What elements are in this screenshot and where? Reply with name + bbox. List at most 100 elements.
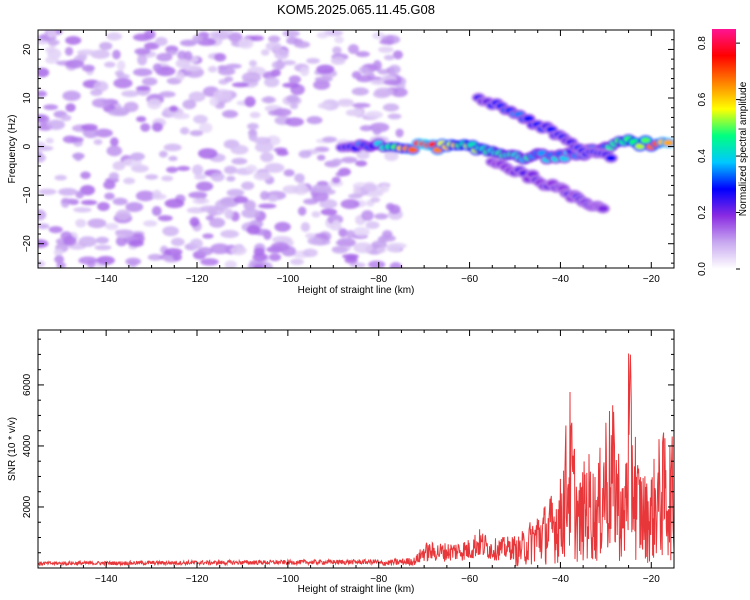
heatmap-noise-blob <box>182 99 197 110</box>
heatmap-noise-blob <box>249 111 261 119</box>
heatmap-noise-blob <box>207 65 218 73</box>
heatmap-noise-blob <box>317 102 332 109</box>
heatmap-noise-blob <box>307 237 323 245</box>
snr-series-line <box>38 353 674 567</box>
colorbar-label: Normalized spectral amplitude <box>738 81 749 216</box>
heatmap-noise-blob <box>81 64 95 72</box>
y-tick-label: −20 <box>22 235 33 252</box>
heatmap-noise-blob <box>384 151 399 162</box>
heatmap-noise-blob <box>202 233 214 239</box>
heatmap-noise-blob <box>233 195 249 204</box>
heatmap-noise-blob <box>331 176 341 184</box>
heatmap-noise-blob <box>361 210 374 221</box>
heatmap-ridge-core <box>663 139 674 146</box>
heatmap-noise-blob <box>116 60 126 71</box>
heatmap-noise-blob <box>226 188 245 197</box>
heatmap-noise-blob <box>63 235 77 246</box>
heatmap-noise-blob <box>38 114 50 125</box>
heatmap-noise-blob <box>61 198 79 204</box>
heatmap-noise-blob <box>47 119 66 130</box>
heatmap-noise-blob <box>377 68 390 75</box>
heatmap-noise-blob <box>246 122 259 130</box>
x-tick-label: −140 <box>95 274 118 285</box>
heatmap-noise-blob <box>348 193 363 199</box>
heatmap-noise-blob <box>43 104 59 111</box>
colorbar-tick-label: 0.4 <box>697 149 708 163</box>
heatmap-noise-blob <box>323 30 344 37</box>
heatmap-noise-blob <box>385 203 395 211</box>
snr-y-label: SNR (10 * v/v) <box>7 417 18 481</box>
heatmap-noise-blob <box>158 150 168 158</box>
heatmap-noise-blob <box>69 136 84 143</box>
heatmap-noise-blob <box>230 245 247 256</box>
heatmap-noise-blob <box>45 56 60 64</box>
heatmap-noise-blob <box>96 255 115 265</box>
heatmap-noise-blob <box>65 59 85 69</box>
heatmap-noise-blob <box>386 243 402 253</box>
colorbar-ticks: 0.0 0.2 0.4 0.6 0.8 <box>697 36 740 276</box>
heatmap-noise-blob <box>241 208 261 219</box>
heatmap-noise-blob <box>151 205 162 217</box>
heatmap-noise-blob <box>65 35 82 45</box>
heatmap-ridge-core <box>640 137 651 144</box>
heatmap-noise-blob <box>260 49 270 56</box>
heatmap-noise-blob <box>226 175 236 182</box>
heatmap-noise-blob <box>267 194 278 203</box>
heatmap-noise-blob <box>311 183 332 194</box>
heatmap-noise-blob <box>107 108 128 117</box>
y-tick-label: 6000 <box>22 373 33 396</box>
heatmap-noise-blob <box>170 237 185 247</box>
heatmap-noise-blob <box>128 239 144 247</box>
heatmap-noise-blob <box>290 258 304 266</box>
heatmap-noise-blob <box>337 99 355 107</box>
heatmap-noise-blob <box>146 98 162 110</box>
heatmap-noise-blob <box>351 71 362 79</box>
heatmap-noise-blob <box>197 148 218 159</box>
heatmap-noise-blob <box>137 54 148 66</box>
heatmap-noise-blob <box>305 233 317 239</box>
heatmap-noise-blob <box>200 258 219 266</box>
heatmap-noise-blob <box>368 260 386 268</box>
heatmap-noise-blob <box>316 154 326 161</box>
heatmap-noise-blob <box>374 213 389 220</box>
heatmap-noise-blob <box>115 209 131 221</box>
heatmap-noise-blob <box>316 64 335 74</box>
heatmap-noise-blob <box>135 190 155 202</box>
heatmap-noise-blob <box>193 114 208 124</box>
heatmap-noise-blob <box>320 208 338 216</box>
heatmap-noise-blob <box>331 246 348 254</box>
heatmap-noise-blob <box>334 35 344 44</box>
heatmap-noise-blob <box>210 243 230 255</box>
figure-title: KOM5.2025.065.11.45.G08 <box>277 2 435 17</box>
heatmap-noise-blob <box>282 60 296 66</box>
heatmap-noise-blob <box>265 41 282 52</box>
heatmap-noise-blob <box>93 81 109 92</box>
heatmap-noise-blob <box>112 49 121 60</box>
heatmap-noise-blob <box>268 253 282 262</box>
colorbar: 0.0 0.2 0.4 0.6 0.8 Normalized spectral ampl… <box>697 29 749 276</box>
heatmap-noise-blob <box>383 54 395 61</box>
heatmap-noise-blob <box>87 218 107 229</box>
heatmap-noise-blob <box>297 181 306 192</box>
y-tick-label: 2000 <box>22 495 33 518</box>
heatmap-noise-blob <box>306 116 323 125</box>
heatmap-noise-blob <box>243 200 257 211</box>
snr-x-axis: −140 −120 −100 −80 −60 −40 −20 <box>37 330 675 585</box>
x-tick-label: −40 <box>552 274 569 285</box>
heatmap-noise-blob <box>222 110 239 118</box>
heatmap-noise-blob <box>244 96 256 108</box>
heatmap-noise-blob <box>268 110 285 116</box>
heatmap-noise-blob <box>177 50 187 61</box>
heatmap-noise-blob <box>151 122 164 132</box>
heatmap-noise-blob <box>282 30 300 38</box>
heatmap-noise-blob <box>220 229 240 239</box>
heatmap-noise-blob <box>159 91 176 98</box>
heatmap-noise-blob <box>129 152 145 161</box>
heatmap-noise-blob <box>224 76 234 83</box>
heatmap-noise-blob <box>80 199 98 206</box>
heatmap-noise-blob <box>330 56 346 65</box>
heatmap-noise-blob <box>38 209 47 221</box>
heatmap-noise-blob <box>298 150 312 159</box>
heatmap-noise-blob <box>271 60 286 70</box>
